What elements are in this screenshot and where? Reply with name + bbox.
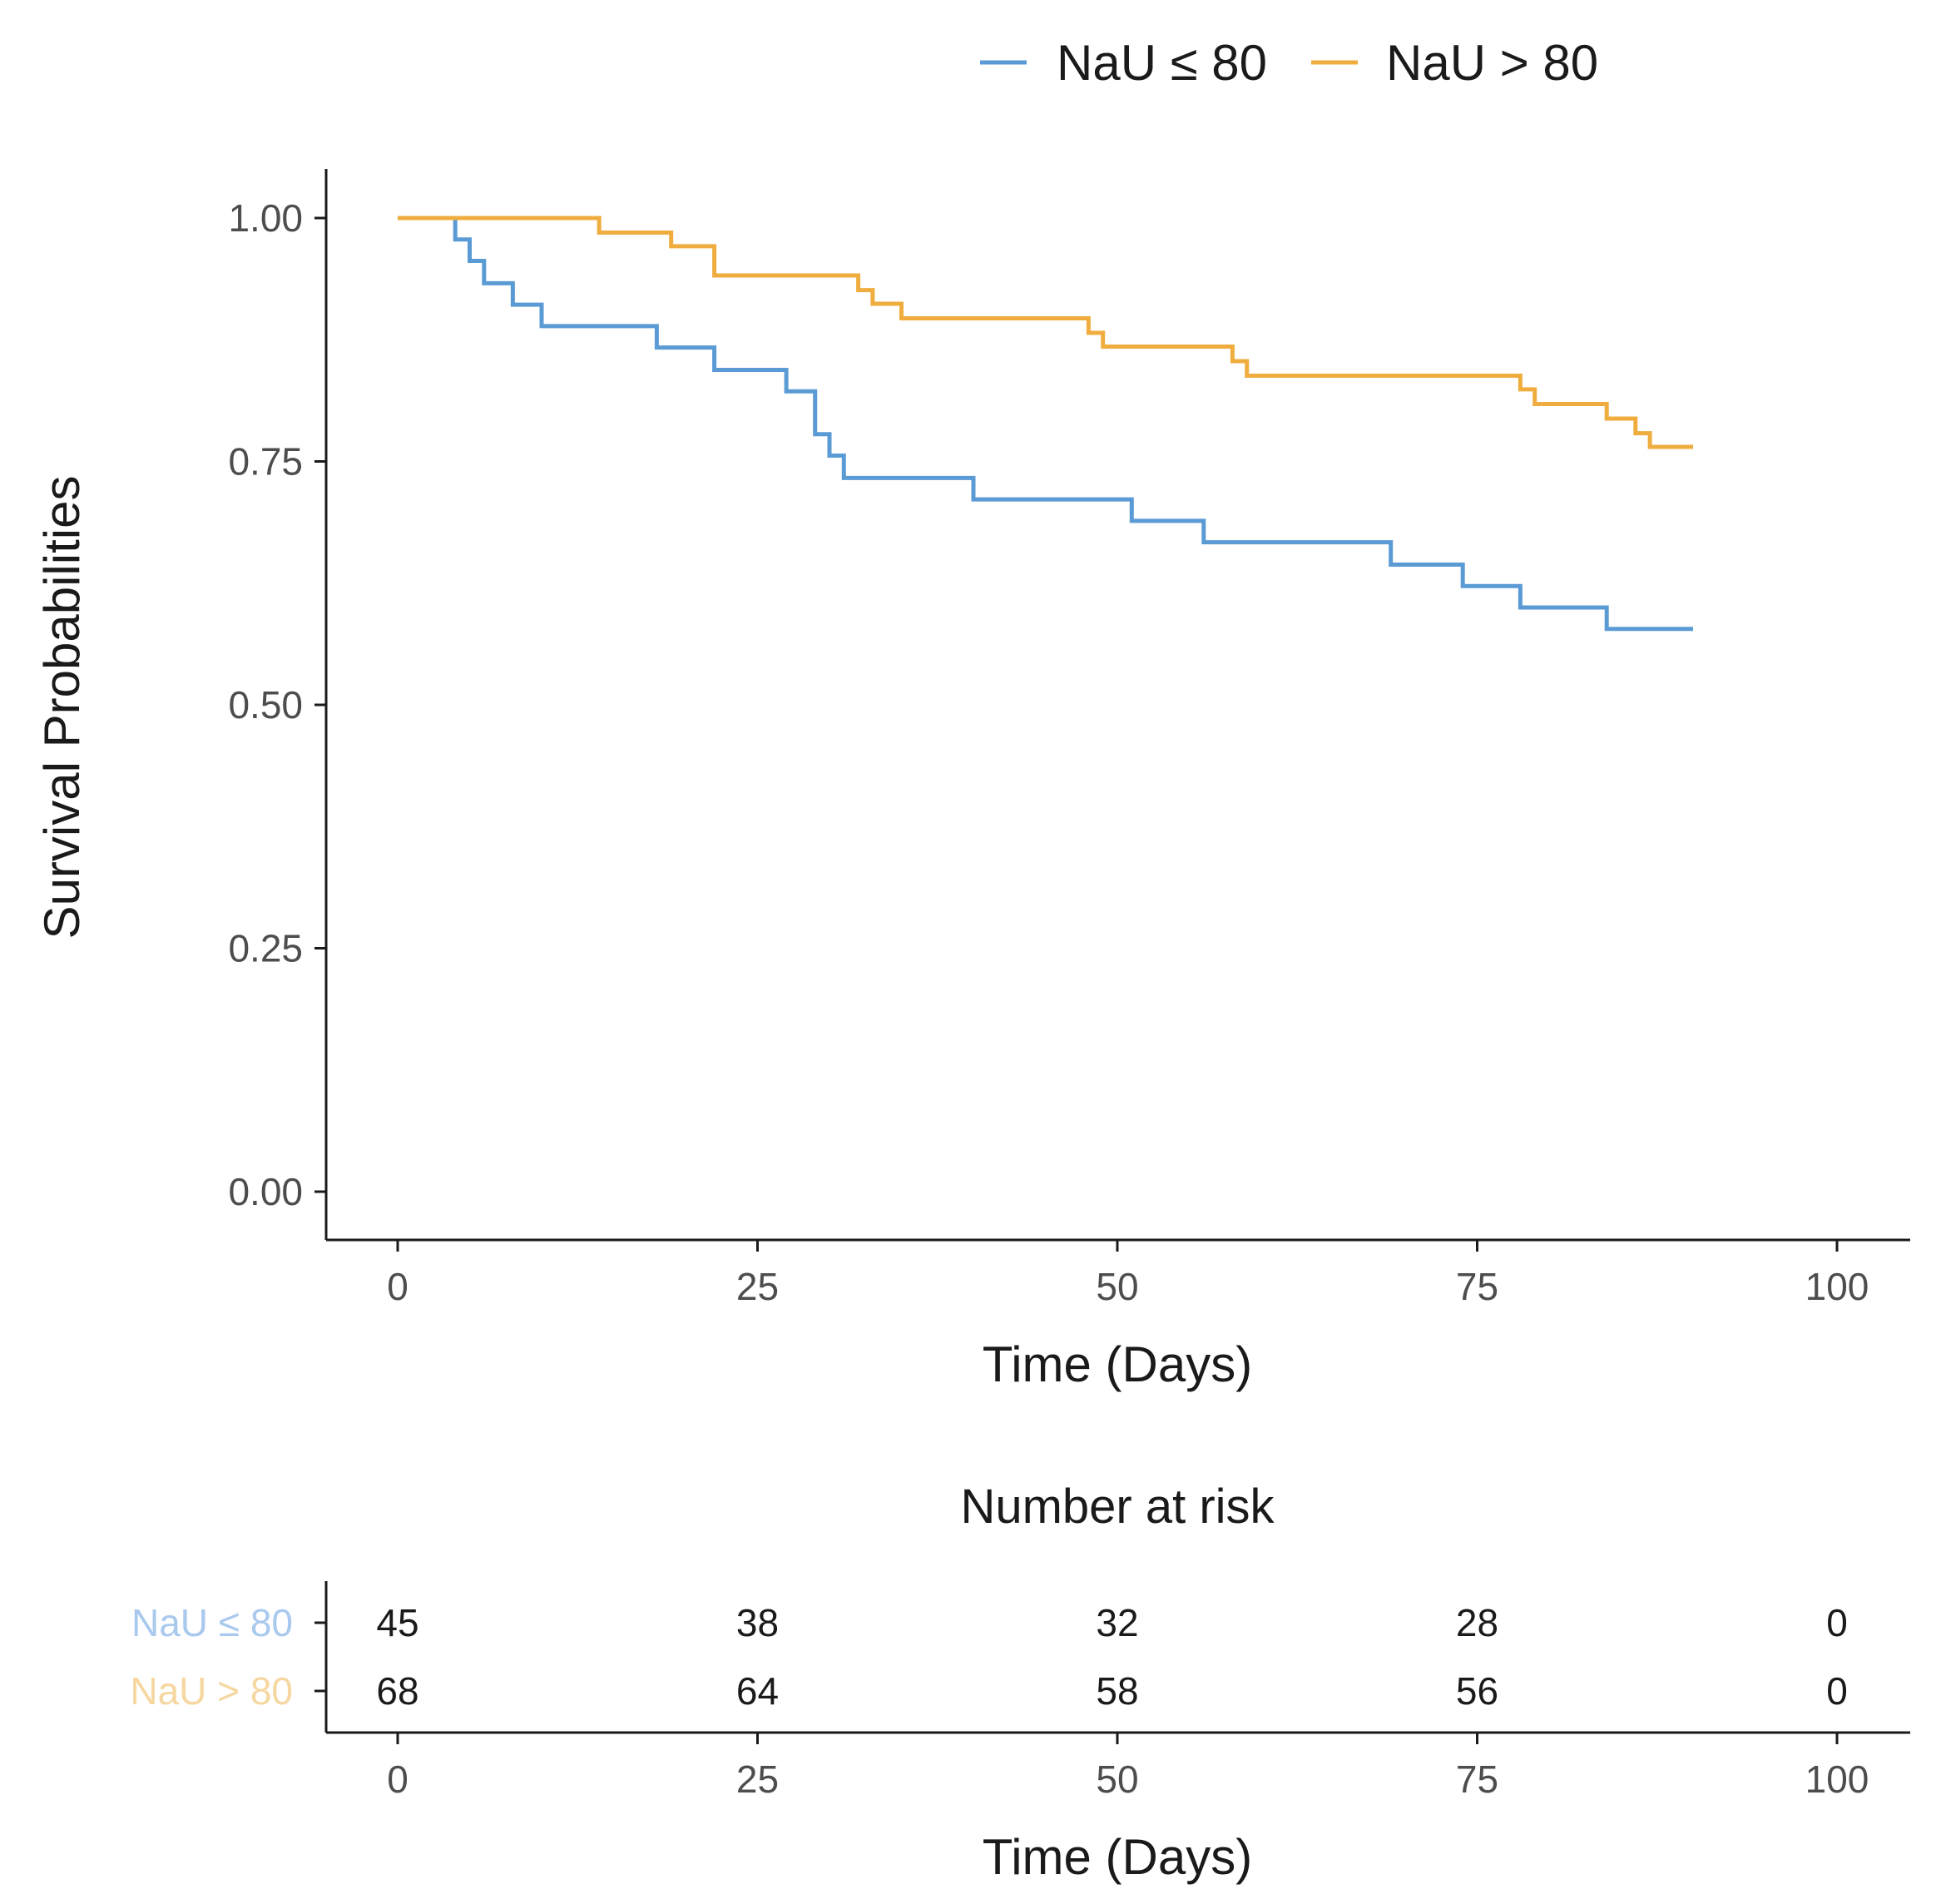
survival-curve-nau-gt-80 [398,216,1693,449]
risk-table-title: Number at risk [960,1480,1275,1534]
x-tick-label: 0 [387,1265,408,1308]
legend-label-nau-le-80: NaU ≤ 80 [1057,35,1267,91]
risk-count: 38 [736,1601,779,1644]
survival-curve-nau-le-80 [398,216,1693,632]
x-tick-label: 50 [1096,1265,1138,1308]
risk-count: 58 [1096,1669,1138,1713]
risk-count: 0 [1826,1601,1848,1644]
risk-count: 32 [1096,1601,1138,1644]
risk-x-tick-label: 75 [1456,1758,1498,1801]
risk-count: 56 [1456,1669,1498,1713]
risk-count: 28 [1456,1601,1498,1644]
x-tick-label: 75 [1456,1265,1498,1308]
risk-x-tick-label: 25 [736,1758,779,1801]
risk-x-axis-title: Time (Days) [983,1829,1252,1885]
y-axis-title: Survival Probabilities [34,476,90,940]
risk-x-tick-label: 100 [1805,1758,1869,1801]
x-axis-title: Time (Days) [983,1336,1252,1392]
legend-label-nau-gt-80: NaU > 80 [1386,35,1598,91]
y-tick-label: 0.25 [228,927,303,970]
y-tick-label: 0.50 [228,683,303,726]
risk-count: 68 [376,1669,418,1713]
risk-table: NaU ≤ 80 45 38 32 28 0 NaU > 80 68 64 58 56 0 0 25 50 7… [130,1581,1910,1801]
survival-plot: 0.00 0.25 0.50 0.75 1.00 0 25 50 75 100 [228,169,1910,1308]
risk-row-label: NaU > 80 [130,1669,293,1713]
risk-count: 64 [736,1669,779,1713]
y-tick-label: 1.00 [228,196,303,240]
risk-count: 45 [376,1601,418,1644]
legend: NaU ≤ 80 NaU > 80 [980,35,1598,91]
risk-row-label: NaU ≤ 80 [131,1601,293,1644]
y-tick-label: 0.00 [228,1170,303,1213]
y-tick-label: 0.75 [228,440,303,483]
x-tick-label: 25 [736,1265,779,1308]
risk-count: 0 [1826,1669,1848,1713]
risk-x-tick-label: 0 [387,1758,408,1801]
risk-x-tick-label: 50 [1096,1758,1138,1801]
x-tick-label: 100 [1805,1265,1869,1308]
